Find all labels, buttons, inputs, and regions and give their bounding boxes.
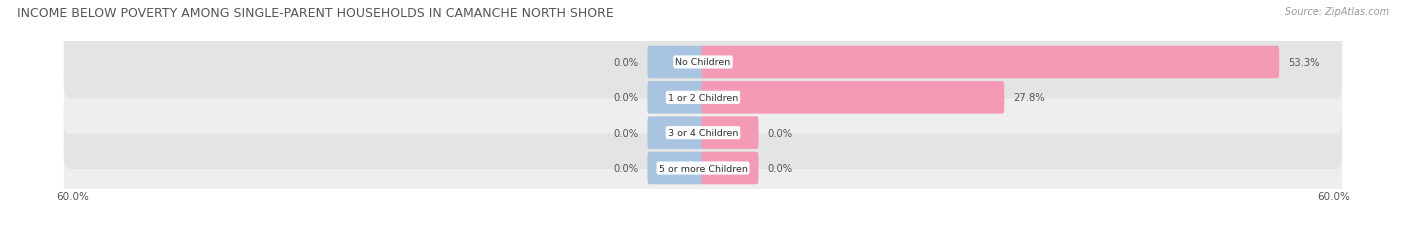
Text: 0.0%: 0.0% <box>613 93 638 103</box>
Text: 0.0%: 0.0% <box>613 128 638 138</box>
Text: No Children: No Children <box>675 58 731 67</box>
Text: Source: ZipAtlas.com: Source: ZipAtlas.com <box>1285 7 1389 17</box>
FancyBboxPatch shape <box>63 27 1343 99</box>
FancyBboxPatch shape <box>648 152 704 185</box>
FancyBboxPatch shape <box>648 82 704 114</box>
Text: 0.0%: 0.0% <box>613 163 638 173</box>
Text: 60.0%: 60.0% <box>1317 191 1350 201</box>
Text: 5 or more Children: 5 or more Children <box>658 164 748 173</box>
Text: 3 or 4 Children: 3 or 4 Children <box>668 129 738 138</box>
FancyBboxPatch shape <box>702 46 1279 79</box>
FancyBboxPatch shape <box>63 97 1343 169</box>
Text: 53.3%: 53.3% <box>1288 58 1320 68</box>
Text: 0.0%: 0.0% <box>613 58 638 68</box>
FancyBboxPatch shape <box>702 152 758 185</box>
FancyBboxPatch shape <box>63 132 1343 204</box>
FancyBboxPatch shape <box>63 62 1343 134</box>
Text: INCOME BELOW POVERTY AMONG SINGLE-PARENT HOUSEHOLDS IN CAMANCHE NORTH SHORE: INCOME BELOW POVERTY AMONG SINGLE-PARENT… <box>17 7 613 20</box>
Text: 27.8%: 27.8% <box>1014 93 1045 103</box>
FancyBboxPatch shape <box>702 117 758 149</box>
Text: 0.0%: 0.0% <box>768 128 793 138</box>
Text: 1 or 2 Children: 1 or 2 Children <box>668 93 738 102</box>
FancyBboxPatch shape <box>648 46 704 79</box>
FancyBboxPatch shape <box>702 82 1004 114</box>
Text: 60.0%: 60.0% <box>56 191 89 201</box>
Text: 0.0%: 0.0% <box>768 163 793 173</box>
FancyBboxPatch shape <box>648 117 704 149</box>
